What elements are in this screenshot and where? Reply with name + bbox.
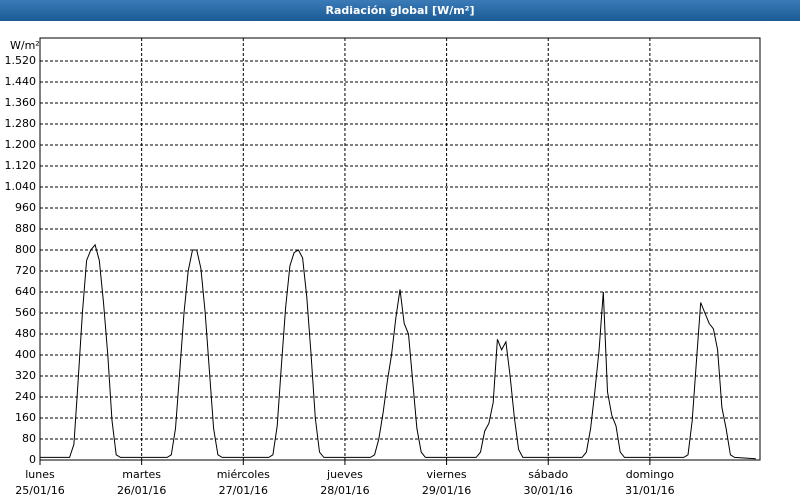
y-tick-label: 1.360: [5, 96, 37, 109]
y-tick-label: 0: [29, 453, 36, 466]
x-tick-label: jueves: [326, 468, 363, 481]
y-tick-label: 1.200: [5, 138, 37, 151]
x-tick-date: 31/01/16: [625, 484, 674, 497]
y-tick-label: 720: [15, 264, 36, 277]
chart-title: Radiación global [W/m²]: [325, 4, 474, 17]
y-tick-label: 1.040: [5, 180, 37, 193]
y-tick-label: 160: [15, 411, 36, 424]
y-tick-label: 1.280: [5, 117, 37, 130]
plot-frame: [39, 37, 761, 461]
x-tick-date: 30/01/16: [524, 484, 573, 497]
x-tick-label: sábado: [528, 468, 568, 481]
title-bar: [0, 0, 800, 21]
y-tick-label: 240: [15, 390, 36, 403]
x-tick-label: lunes: [25, 468, 55, 481]
x-tick-label: viernes: [427, 468, 467, 481]
x-tick-label: martes: [122, 468, 161, 481]
y-tick-label: 80: [22, 432, 36, 445]
y-tick-label: 480: [15, 327, 36, 340]
y-tick-label: 400: [15, 348, 36, 361]
data-line: [40, 243, 756, 460]
y-tick-label: 1.440: [5, 75, 37, 88]
x-tick-date: 29/01/16: [422, 484, 471, 497]
x-tick-label: domingo: [626, 468, 674, 481]
y-tick-label: 880: [15, 222, 36, 235]
y-tick-label: 1.520: [5, 54, 37, 67]
x-tick-date: 26/01/16: [117, 484, 166, 497]
y-tick-label: 960: [15, 201, 36, 214]
x-tick-date: 25/01/16: [15, 484, 64, 497]
y-tick-label: 560: [15, 306, 36, 319]
y-tick-label: 320: [15, 369, 36, 382]
y-tick-label: 800: [15, 243, 36, 256]
x-tick-date: 27/01/16: [219, 484, 268, 497]
x-tick-date: 28/01/16: [320, 484, 369, 497]
x-tick-label: miércoles: [217, 468, 270, 481]
y-tick-label: 640: [15, 285, 36, 298]
y-tick-label: 1.120: [5, 159, 37, 172]
y-axis-label: W/m²: [10, 39, 40, 52]
